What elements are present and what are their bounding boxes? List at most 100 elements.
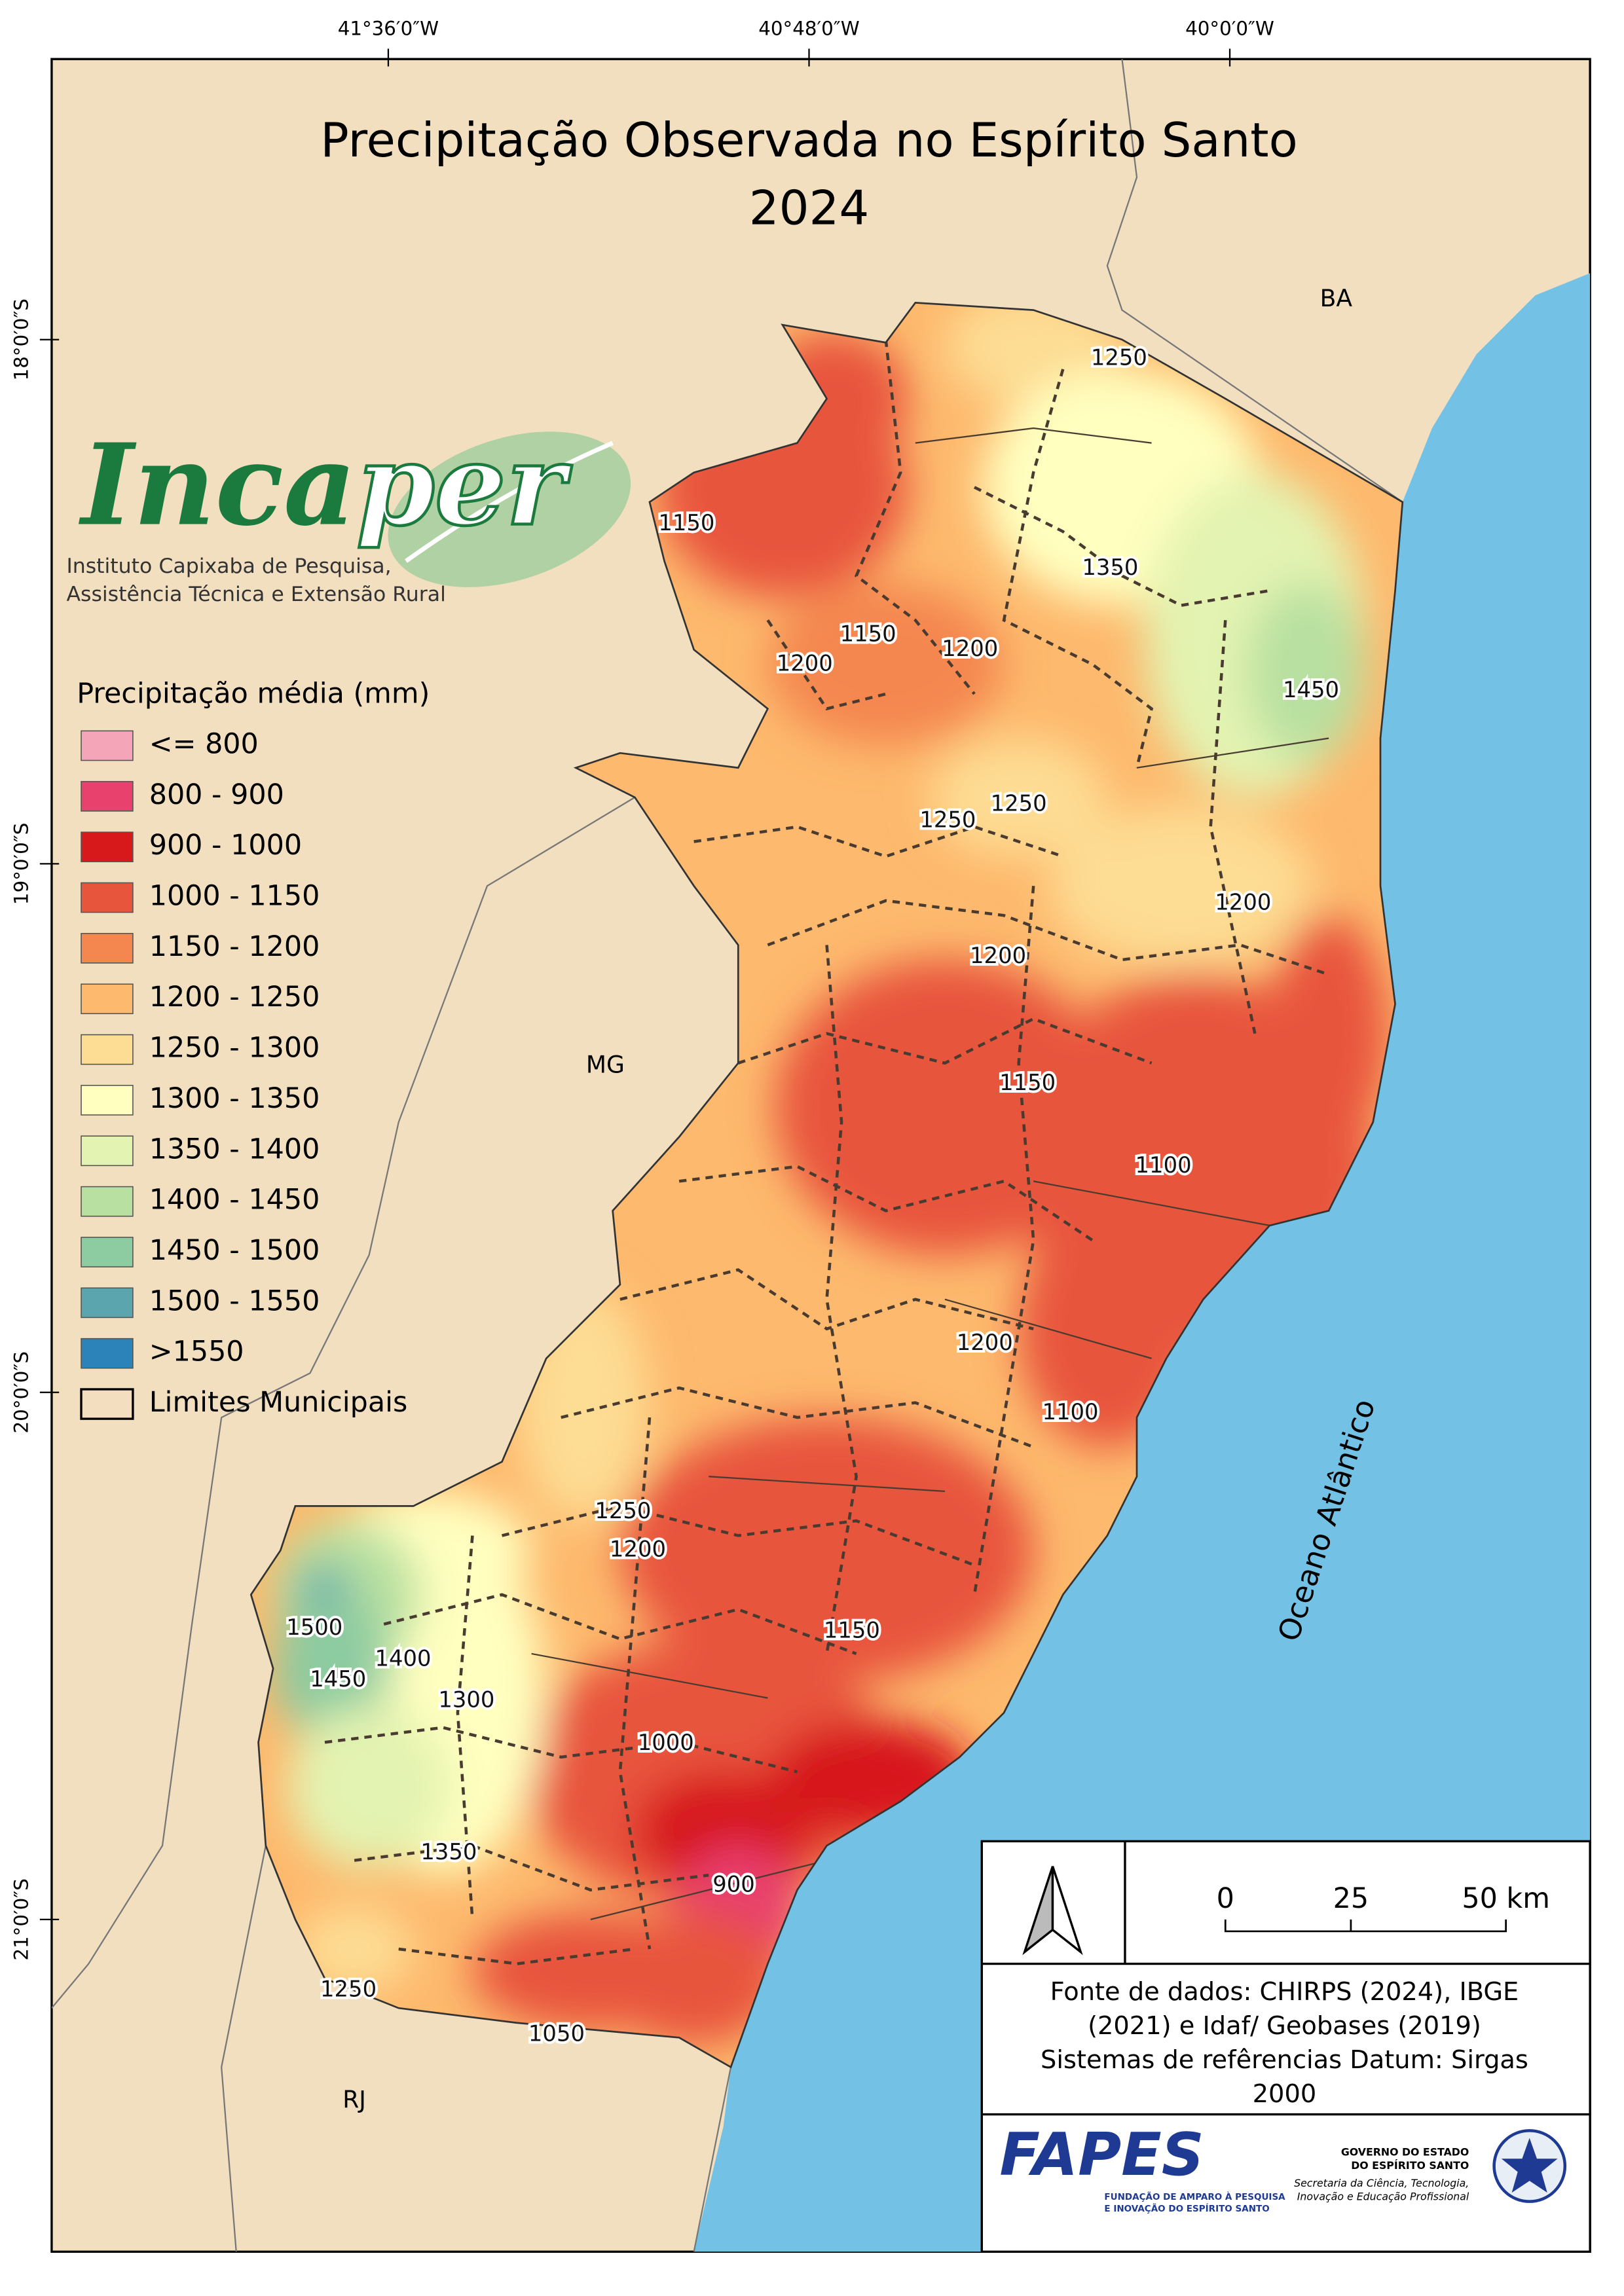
scale-bar <box>1224 1919 1507 1933</box>
isoline-label: 1250 <box>991 791 1047 816</box>
legend-label: Limites Municipais <box>149 1386 408 1419</box>
precipitation-zone <box>930 738 1107 857</box>
legend-swatch <box>81 1287 134 1319</box>
fapes-subtitle: FUNDAÇÃO DE AMPARO À PESQUISA <box>1104 2191 1285 2202</box>
legend-label: >1550 <box>149 1336 244 1368</box>
state-borders <box>51 59 1403 2252</box>
isoline-labels: 1250 1150 1350 1150 1200 1200 1450 1250 1250 1200… <box>284 342 1342 2049</box>
isoline-label: 1100 <box>1043 1399 1099 1425</box>
isoline-label: 1350 <box>420 1839 477 1865</box>
scale-label: 0 <box>1217 1882 1234 1915</box>
isoline-label: 1200 <box>610 1537 666 1562</box>
legend-label: 1350 - 1400 <box>149 1133 320 1165</box>
secretariat-name: Inovação e Educação Profissional <box>1297 2190 1469 2202</box>
info-box: 0 25 50 km Fonte de dados: CHIRPS (2024)… <box>980 1840 1591 2253</box>
isoline-label: 1200 <box>1215 890 1271 915</box>
government-logo: GOVERNO DO ESTADO DO ESPÍRITO SANTO Secr… <box>1294 2129 1567 2203</box>
north-arrow <box>1022 1866 1083 1956</box>
municipal-limits <box>324 339 1329 1965</box>
legend-label: 900 - 1000 <box>149 829 302 862</box>
isoline-label: 1250 <box>919 807 976 832</box>
legend-label: <= 800 <box>149 727 259 760</box>
legend-swatch <box>81 831 134 862</box>
legend-swatch <box>81 933 134 964</box>
neighbor-label: BA <box>1320 285 1353 312</box>
precipitation-zone <box>1048 805 1314 968</box>
latitude-label: 19°0′0″S <box>10 823 32 905</box>
legend-swatch <box>81 1237 134 1267</box>
legend-label: 800 - 900 <box>149 778 284 811</box>
isoline-label: 1350 <box>1082 555 1138 580</box>
latitude-label: 21°0′0″S <box>10 1878 32 1960</box>
legend-title: Precipitação média (mm) <box>77 678 430 710</box>
legend-swatch <box>81 1338 134 1369</box>
longitude-label: 40°0′0″W <box>1185 18 1274 40</box>
ocean <box>693 273 1591 2252</box>
precipitation-surface <box>273 302 1388 2045</box>
isoline-label: 1450 <box>310 1666 366 1692</box>
legend-label: 1300 - 1350 <box>149 1082 320 1115</box>
isoline-label: 1150 <box>658 510 714 536</box>
isoline-label: 1450 <box>1283 677 1339 702</box>
fapes-logo: FAPES FUNDAÇÃO DE AMPARO À PESQUISA E IN… <box>999 2121 1285 2214</box>
isoline-label: 1250 <box>320 1977 377 2002</box>
isoline-label: 900 <box>712 1872 755 1897</box>
graticule: 41°36′0″W 40°48′0″W 40°0′0″W 18°0′0″S 19… <box>10 18 1274 1961</box>
legend-swatch <box>81 730 134 761</box>
government-name: GOVERNO DO ESTADO <box>1341 2146 1469 2159</box>
precipitation-zone <box>287 1705 451 1868</box>
logo-name-start: Inca <box>78 419 356 551</box>
isoline-label: 1100 <box>1135 1152 1192 1178</box>
logo-name: Incaper <box>78 419 572 551</box>
isoline-label: 1400 <box>375 1645 431 1671</box>
map-title: Precipitação Observada no Espírito Santo <box>320 113 1297 168</box>
logo-name-end: per <box>356 419 572 551</box>
legend-swatch <box>80 1388 134 1420</box>
legend-swatch <box>81 1085 134 1116</box>
government-name: DO ESPÍRITO SANTO <box>1351 2159 1469 2172</box>
legend-swatch <box>81 882 134 913</box>
precipitation-zone <box>273 1594 392 1743</box>
latitude-label: 18°0′0″S <box>10 299 32 380</box>
source-text: (2021) e Idaf/ Geobases (2019) <box>1088 2011 1481 2041</box>
legend-label: 1500 - 1550 <box>149 1285 320 1317</box>
fapes-subtitle: E INOVAÇÃO DO ESPÍRITO SANTO <box>1104 2202 1269 2214</box>
legend-swatch <box>81 1135 134 1167</box>
source-text: 2000 <box>1253 2079 1317 2109</box>
isoline-label: 1500 <box>286 1614 342 1640</box>
legend-label: 1200 - 1250 <box>149 981 320 1013</box>
precipitation-zone <box>619 1417 1034 1684</box>
isoline-label: 1150 <box>999 1070 1056 1095</box>
precipitation-zone <box>1247 583 1366 761</box>
legend-swatch <box>81 780 134 812</box>
legend-label: 1150 - 1200 <box>149 930 320 963</box>
secretariat-name: Secretaria da Ciência, Tecnologia, <box>1294 2177 1469 2189</box>
isoline-label: 1150 <box>824 1618 880 1643</box>
incaper-logo: Incaper Instituto Capixaba de Pesquisa, … <box>66 418 631 606</box>
legend: <= 800 800 - 900 900 - 1000 1000 - 1150 1150… <box>80 727 408 1420</box>
neighbor-label: MG <box>586 1051 625 1078</box>
isoline-label: 1200 <box>957 1330 1013 1355</box>
longitude-label: 41°36′0″W <box>338 18 439 40</box>
precipitation-zone <box>295 1904 414 1994</box>
legend-swatch <box>81 1034 134 1065</box>
precipitation-zone <box>1269 915 1388 1152</box>
source-text: Fonte de dados: CHIRPS (2024), IBGE <box>1050 1977 1519 2007</box>
isoline-label: 1250 <box>595 1498 651 1523</box>
logo-subtitle: Assistência Técnica e Extensão Rural <box>66 583 445 606</box>
isoline-label: 1200 <box>942 636 998 661</box>
logo-subtitle: Instituto Capixaba de Pesquisa, <box>66 555 391 578</box>
latitude-label: 20°0′0″S <box>10 1351 32 1433</box>
map-title-year: 2024 <box>749 181 870 236</box>
legend-label: 1400 - 1450 <box>149 1184 320 1216</box>
isoline-label: 1150 <box>840 621 896 646</box>
isoline-label: 1250 <box>1091 345 1147 371</box>
isoline-label: 1000 <box>638 1730 694 1755</box>
longitude-label: 40°48′0″W <box>758 18 859 40</box>
legend-label: 1250 - 1300 <box>149 1032 320 1065</box>
fapes-name: FAPES <box>999 2121 1204 2189</box>
legend-swatch <box>81 1186 134 1217</box>
isoline-label: 1300 <box>438 1687 494 1713</box>
isoline-label: 1200 <box>777 650 833 676</box>
